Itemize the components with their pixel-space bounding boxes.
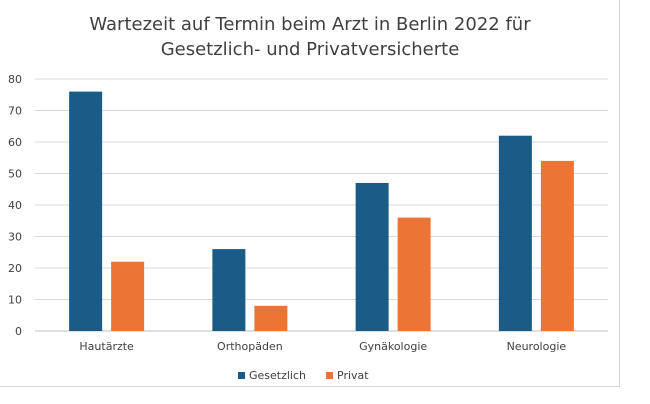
y-axis-tick-labels: 0 10 20 30 40 50 60 70 80: [8, 73, 22, 338]
bar-privat-3: [540, 160, 574, 331]
y-tick-label: 20: [8, 262, 22, 275]
x-tick-label: Neurologie: [507, 340, 567, 353]
bar-gesetzlich-3: [498, 135, 532, 331]
bar-privat-2: [397, 217, 431, 331]
y-tick-label: 10: [8, 294, 22, 307]
bar-gesetzlich-0: [69, 91, 103, 331]
x-tick-label: Hautärzte: [79, 340, 134, 353]
y-tick-label: 30: [8, 231, 22, 244]
x-tick-label: Orthopäden: [217, 340, 283, 353]
chart-frame: Wartezeit auf Termin beim Arzt in Berlin…: [0, 0, 620, 387]
x-axis-tick-labels: Hautärzte Orthopäden Gynäkologie Neurologie: [79, 340, 566, 353]
legend-swatch: [326, 372, 333, 379]
y-tick-label: 70: [8, 105, 22, 118]
y-tick-label: 80: [8, 73, 22, 86]
bar-gesetzlich-1: [212, 249, 246, 331]
bar-privat-0: [111, 261, 145, 331]
legend-label: Privat: [337, 369, 369, 382]
chart-title-line1: Wartezeit auf Termin beim Arzt in Berlin…: [89, 14, 531, 35]
bar-privat-1: [254, 305, 288, 331]
y-tick-label: 40: [8, 199, 22, 212]
y-tick-label: 60: [8, 136, 22, 149]
legend-label: Gesetzlich: [249, 369, 306, 382]
x-tick-label: Gynäkologie: [359, 340, 427, 353]
chart-title-line2: Gesetzlich- und Privatversicherte: [161, 39, 460, 60]
bar-chart: Wartezeit auf Termin beim Arzt in Berlin…: [8, 14, 608, 382]
y-tick-label: 0: [15, 325, 22, 338]
legend: Gesetzlich Privat: [238, 369, 369, 382]
bars: [69, 91, 574, 331]
bar-gesetzlich-2: [355, 182, 389, 331]
y-tick-label: 50: [8, 168, 22, 181]
legend-swatch: [238, 372, 245, 379]
